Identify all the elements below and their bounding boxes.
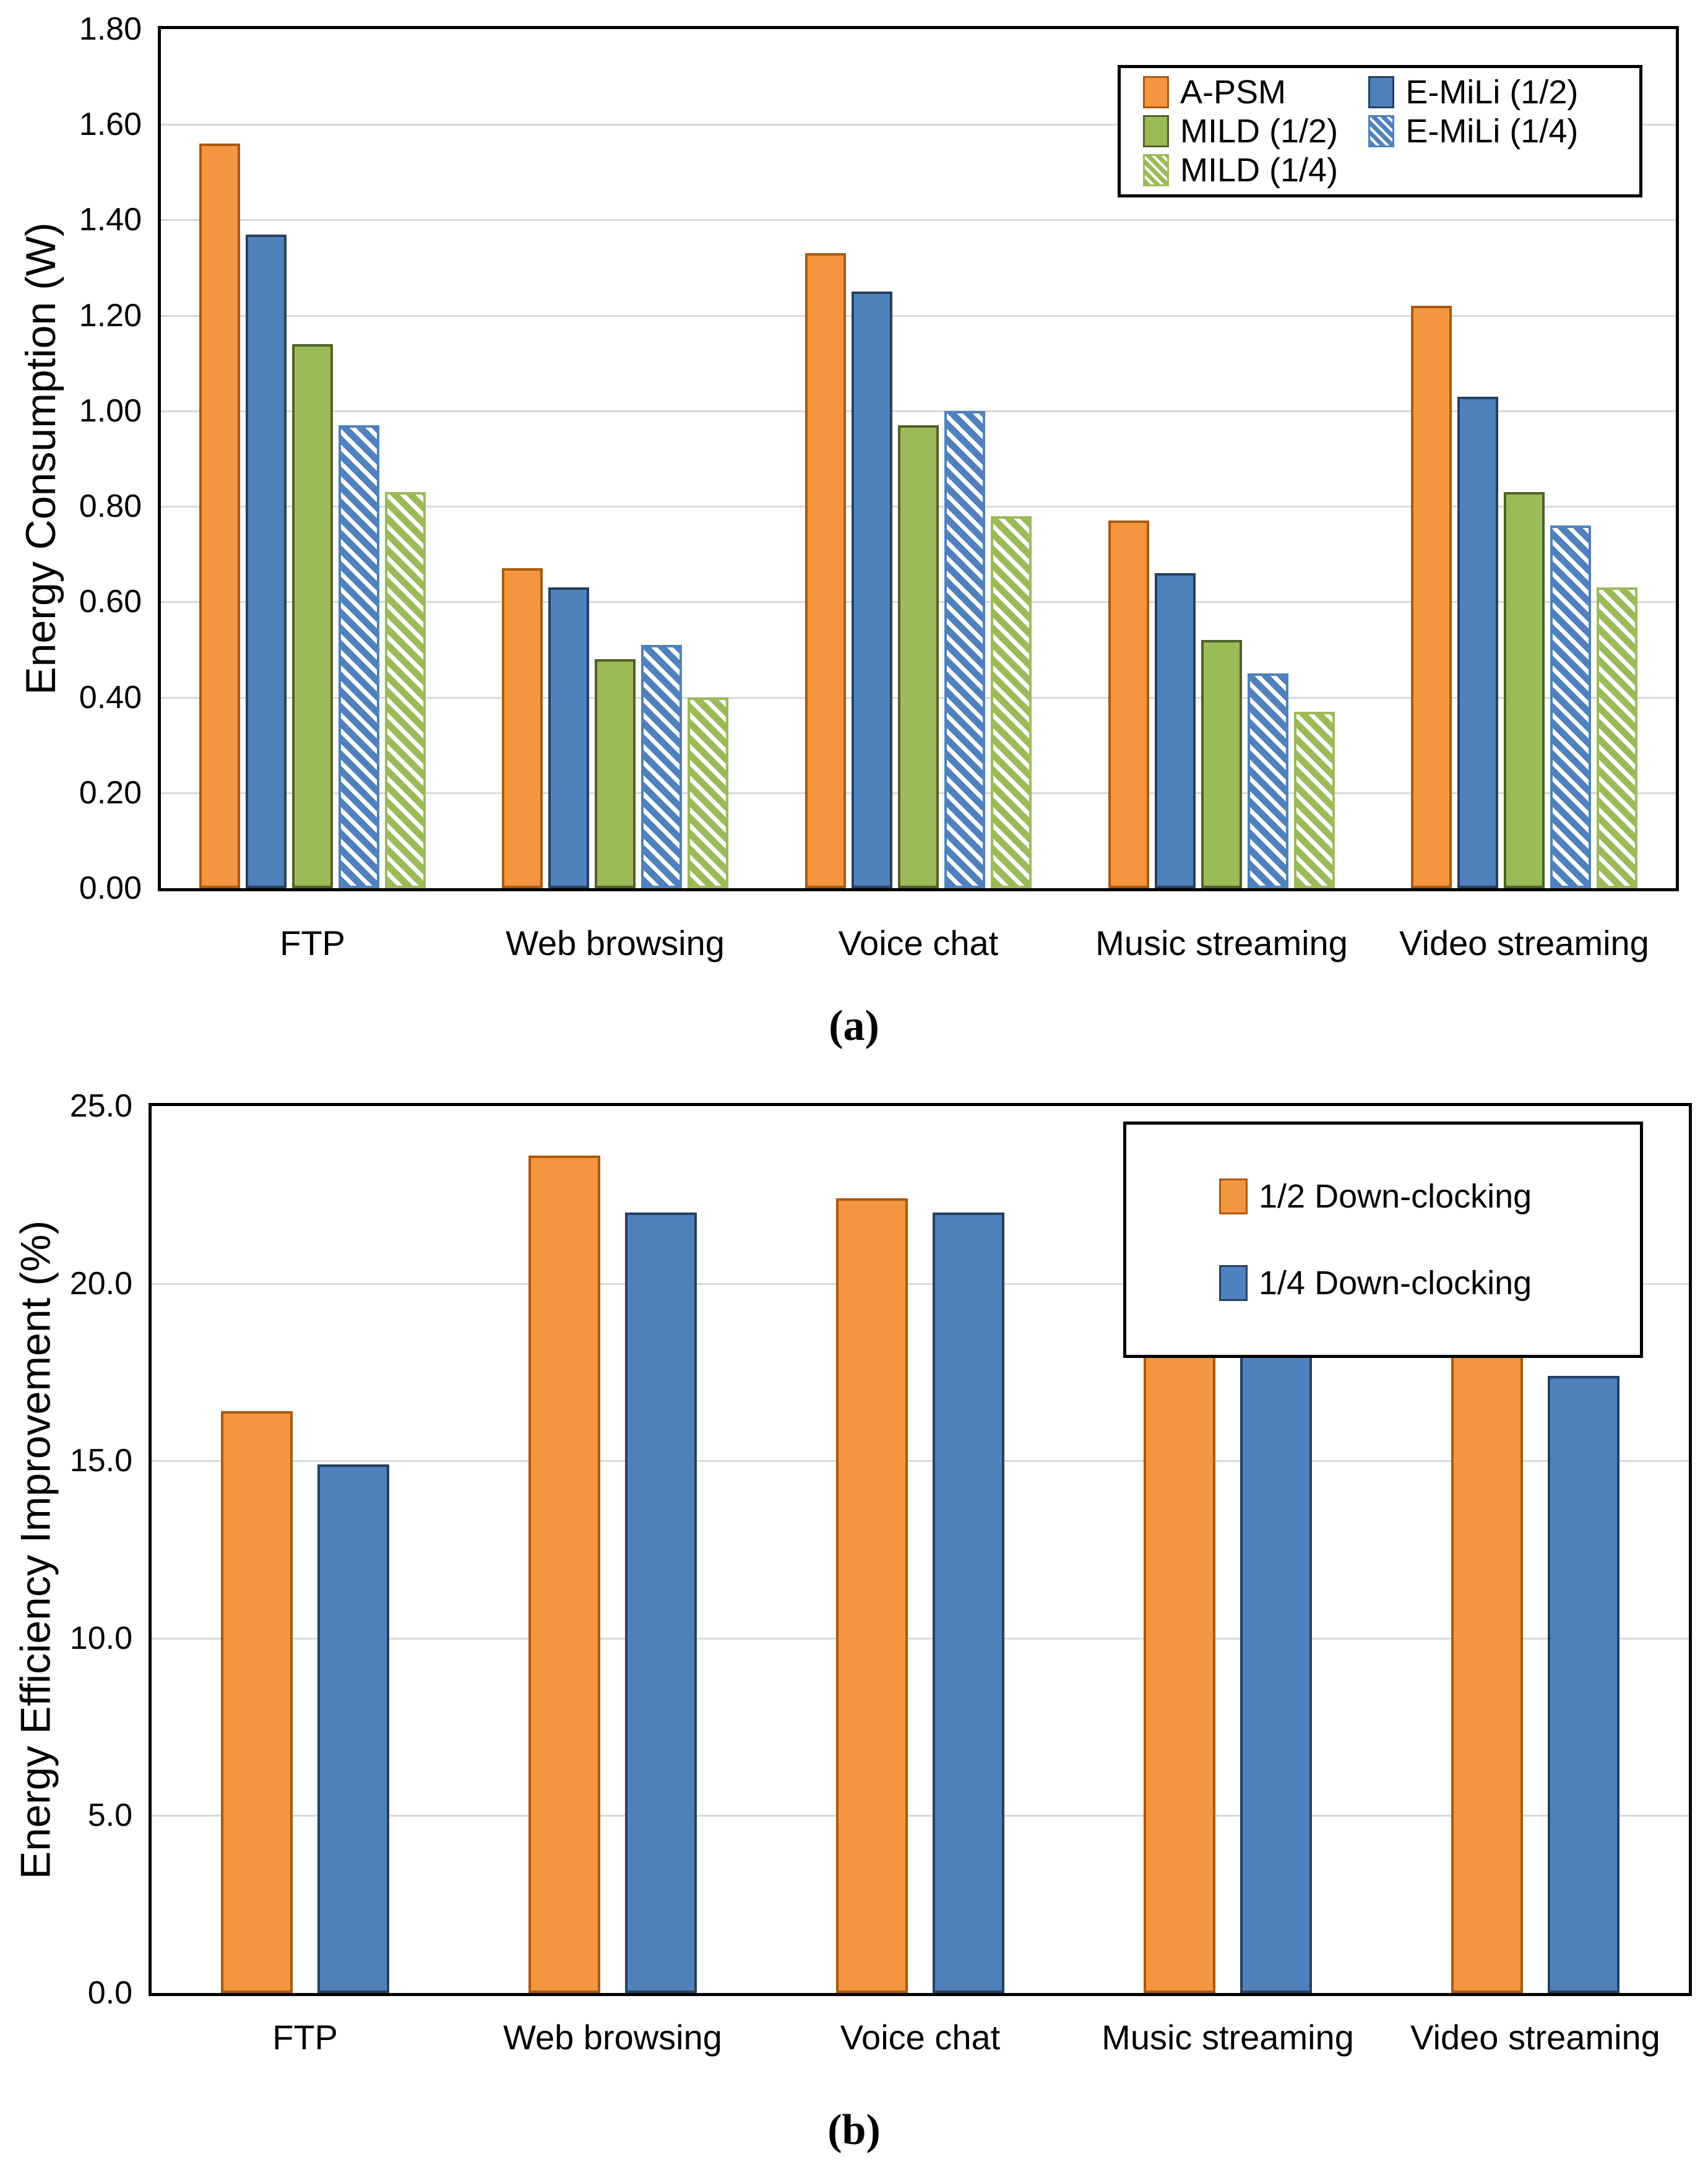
- bar: [1451, 1298, 1523, 1993]
- legend-swatch-hatch-blue: [1368, 115, 1395, 147]
- gridline: [161, 410, 1676, 412]
- bar: [1248, 673, 1288, 888]
- y-tick-label: 1.00: [79, 392, 142, 429]
- bar: [317, 1464, 389, 1993]
- y-tick-label: 5.0: [87, 1797, 132, 1834]
- bar: [339, 425, 379, 888]
- bar: [1294, 712, 1335, 888]
- legend-swatch-solid-green: [1143, 115, 1169, 147]
- bar: [1108, 521, 1149, 888]
- chart-b-caption: (b): [827, 2106, 881, 2154]
- legend-item: 1/2 Down-clocking: [1219, 1178, 1634, 1215]
- bar: [836, 1198, 908, 1993]
- bar: [641, 645, 682, 888]
- x-category-label: Music streaming: [1102, 2018, 1354, 2057]
- gridline: [152, 1460, 1689, 1463]
- bar: [502, 568, 543, 888]
- bar: [852, 292, 892, 888]
- x-category-label: Voice chat: [840, 2018, 1001, 2057]
- x-category-label: Video streaming: [1399, 923, 1649, 962]
- bar: [1411, 306, 1452, 888]
- x-category-label: Video streaming: [1410, 2018, 1660, 2057]
- legend-item: A-PSM: [1143, 74, 1368, 111]
- bar: [548, 587, 589, 888]
- legend-label: MILD (1/4): [1180, 152, 1339, 189]
- legend-label: MILD (1/2): [1180, 113, 1339, 150]
- bar: [528, 1156, 600, 1993]
- bar: [805, 253, 846, 888]
- bar: [385, 492, 426, 888]
- y-tick-label: 0.20: [79, 774, 142, 811]
- bar: [1548, 1376, 1620, 1993]
- y-tick-label: 0.40: [79, 679, 142, 715]
- y-tick-label: 1.40: [79, 202, 142, 238]
- x-category-label: Web browsing: [503, 2018, 722, 2057]
- bar: [1457, 397, 1498, 888]
- legend-item: E-MiLi (1/2): [1368, 74, 1633, 111]
- y-tick-label: 0.00: [79, 870, 142, 906]
- gridline: [161, 124, 1676, 126]
- x-category-label: Music streaming: [1095, 923, 1348, 962]
- gridline: [161, 219, 1676, 222]
- bar: [221, 1411, 293, 1993]
- x-category-label: FTP: [280, 923, 345, 962]
- chart-a-legend: A-PSM E-MiLi (1/2) MILD (1/2) E-MiLi (1/4) M…: [1118, 65, 1642, 197]
- bar: [944, 411, 985, 888]
- bar: [898, 425, 939, 888]
- bar: [933, 1213, 1004, 1993]
- bar: [1550, 525, 1591, 888]
- bar: [1504, 492, 1545, 888]
- y-tick-label: 0.0: [87, 1975, 132, 2011]
- y-tick-label: 1.20: [79, 297, 142, 334]
- chart-a-caption: (a): [829, 1002, 879, 1050]
- bar: [1155, 573, 1196, 888]
- bar: [199, 144, 240, 888]
- legend-swatch-solid-orange: [1219, 1178, 1248, 1214]
- y-tick-label: 1.60: [79, 106, 142, 143]
- legend-swatch-solid-blue: [1368, 76, 1395, 108]
- legend-item: MILD (1/4): [1143, 152, 1368, 189]
- legend-item: E-MiLi (1/4): [1368, 113, 1633, 150]
- bar: [625, 1213, 697, 1993]
- bar: [1144, 1262, 1215, 1993]
- bar: [246, 235, 287, 888]
- bar: [1597, 587, 1637, 888]
- bar: [991, 516, 1032, 888]
- gridline: [152, 1637, 1689, 1640]
- legend-label: 1/4 Down-clocking: [1259, 1264, 1532, 1302]
- bar: [1240, 1315, 1312, 1993]
- legend-label: E-MiLi (1/2): [1405, 74, 1579, 111]
- x-category-label: FTP: [272, 2018, 338, 2057]
- y-tick-label: 15.0: [69, 1443, 132, 1479]
- y-tick-label: 0.80: [79, 488, 142, 525]
- y-tick-label: 10.0: [69, 1620, 132, 1656]
- bar: [1201, 640, 1242, 888]
- legend-label: A-PSM: [1180, 74, 1287, 111]
- x-category-label: Voice chat: [838, 923, 999, 962]
- bar: [595, 659, 636, 888]
- gridline: [161, 314, 1676, 317]
- chart-b-y-axis-title: Energy Efficiency Improvement (%): [12, 1220, 59, 1880]
- legend-item: 1/4 Down-clocking: [1219, 1264, 1634, 1302]
- legend-swatch-solid-blue: [1219, 1265, 1248, 1301]
- x-category-label: Web browsing: [506, 923, 725, 962]
- legend-swatch-solid-orange: [1143, 76, 1169, 108]
- y-tick-label: 20.0: [69, 1265, 132, 1302]
- chart-a-y-axis-title: Energy Consumption (W): [17, 222, 64, 695]
- legend-label: 1/2 Down-clocking: [1259, 1178, 1532, 1215]
- bar: [688, 698, 728, 888]
- gridline: [152, 1282, 1689, 1285]
- gridline: [152, 1815, 1689, 1817]
- legend-item: MILD (1/2): [1143, 113, 1368, 150]
- legend-swatch-hatch-green: [1143, 154, 1169, 186]
- y-tick-label: 0.60: [79, 584, 142, 620]
- bar: [292, 344, 333, 888]
- legend-label: E-MiLi (1/4): [1405, 113, 1579, 150]
- y-tick-label: 1.80: [79, 11, 142, 47]
- y-tick-label: 25.0: [69, 1088, 132, 1124]
- chart-b-legend: 1/2 Down-clocking 1/4 Down-clocking: [1123, 1122, 1643, 1358]
